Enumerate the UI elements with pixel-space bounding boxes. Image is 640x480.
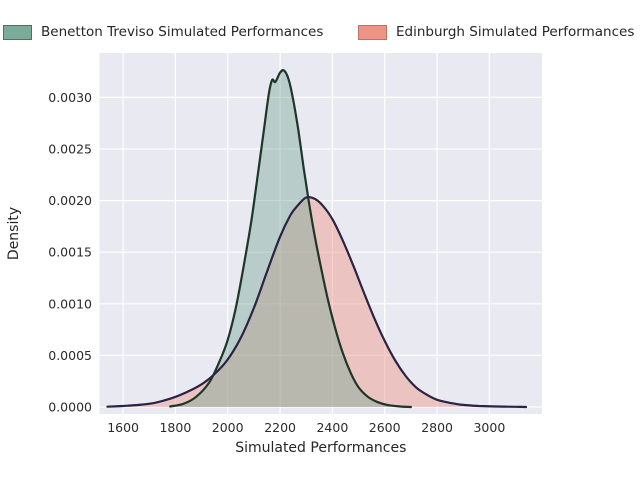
legend-item-edinburgh: Edinburgh Simulated Performances xyxy=(358,24,634,40)
legend-item-benetton-treviso: Benetton Treviso Simulated Performances xyxy=(3,24,323,40)
x-tick-label: 2200 xyxy=(264,420,296,435)
kde-area-benetton-treviso xyxy=(170,70,411,408)
legend-label: Edinburgh Simulated Performances xyxy=(396,24,635,40)
x-tick-label: 3000 xyxy=(473,420,505,435)
legend-label: Benetton Treviso Simulated Performances xyxy=(41,24,324,40)
x-tick-label: 1600 xyxy=(107,420,139,435)
legend-swatch-salmon-icon xyxy=(358,24,387,40)
y-tick-label: 0.0020 xyxy=(48,193,92,208)
legend-swatch-teal-icon xyxy=(3,24,32,40)
legend: Benetton Treviso Simulated Performances … xyxy=(0,24,640,46)
plot-background xyxy=(99,53,542,414)
y-tick-label: 0.0030 xyxy=(48,90,92,105)
y-tick-label: 0.0025 xyxy=(48,142,92,157)
y-axis-label: Density xyxy=(6,207,22,260)
x-tick-label: 2400 xyxy=(316,420,348,435)
kde-area-edinburgh xyxy=(107,197,527,407)
x-tick-label: 1800 xyxy=(159,420,191,435)
x-tick-label: 2000 xyxy=(212,420,244,435)
x-axis-label: Simulated Performances xyxy=(235,440,406,456)
y-tick-label: 0.0005 xyxy=(48,348,92,363)
kde-line-benetton-treviso xyxy=(169,69,412,409)
y-tick-label: 0.0010 xyxy=(48,296,92,311)
y-tick-label: 0.0015 xyxy=(48,245,92,260)
x-tick-label: 2800 xyxy=(421,420,453,435)
y-tick-label: 0.0000 xyxy=(48,400,92,415)
x-tick-label: 2600 xyxy=(369,420,401,435)
kde-line-edinburgh xyxy=(106,195,528,409)
